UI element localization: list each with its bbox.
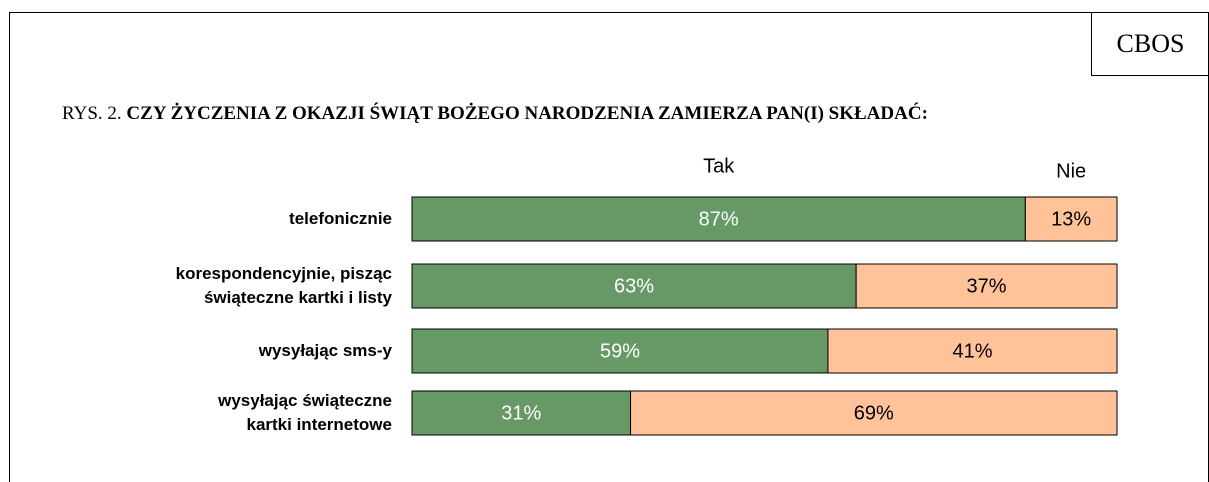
bar-segment xyxy=(827,328,1118,374)
category-label: wysyłając sms-y xyxy=(258,341,392,360)
value-label: 37% xyxy=(967,275,1007,297)
value-label: 13% xyxy=(1051,208,1091,230)
title: CZY ŻYCZENIA Z OKAZJI ŚWIĄT BOŻEGO NAROD… xyxy=(126,103,928,124)
bar-segment xyxy=(1024,196,1118,242)
value-label: 41% xyxy=(952,340,992,362)
category-label: telefonicznie xyxy=(289,209,392,228)
value-label: 87% xyxy=(699,208,739,230)
chart-title: RYS. 2. CZY ŻYCZENIA Z OKAZJI ŚWIĄT BOŻE… xyxy=(62,103,928,125)
bar-segment xyxy=(630,390,1118,436)
legend-label: Tak xyxy=(703,155,735,177)
value-label: 31% xyxy=(501,402,541,424)
page: CBOS RYS. 2. CZY ŻYCZENIA Z OKAZJI ŚWIĄT… xyxy=(9,12,1209,482)
value-label: 59% xyxy=(600,340,640,362)
bar-segment xyxy=(855,263,1118,309)
bar-segment xyxy=(411,263,857,309)
value-label: 69% xyxy=(854,402,894,424)
category-label: korespondencyjnie, pisząc świąteczne kar… xyxy=(175,264,392,307)
bar-segment xyxy=(411,390,632,436)
bar-segment xyxy=(411,196,1026,242)
value-label: 63% xyxy=(614,275,654,297)
legend-label: Nie xyxy=(1056,160,1086,182)
figure-label: RYS. 2. xyxy=(62,103,122,124)
category-label: wysyłając świąteczne kartki internetowe xyxy=(218,391,392,434)
chart: 87% Tak 13% Nie 63% 37% 59% 41% 31% 69% xyxy=(411,155,1118,436)
source: CBOS xyxy=(1091,12,1209,76)
